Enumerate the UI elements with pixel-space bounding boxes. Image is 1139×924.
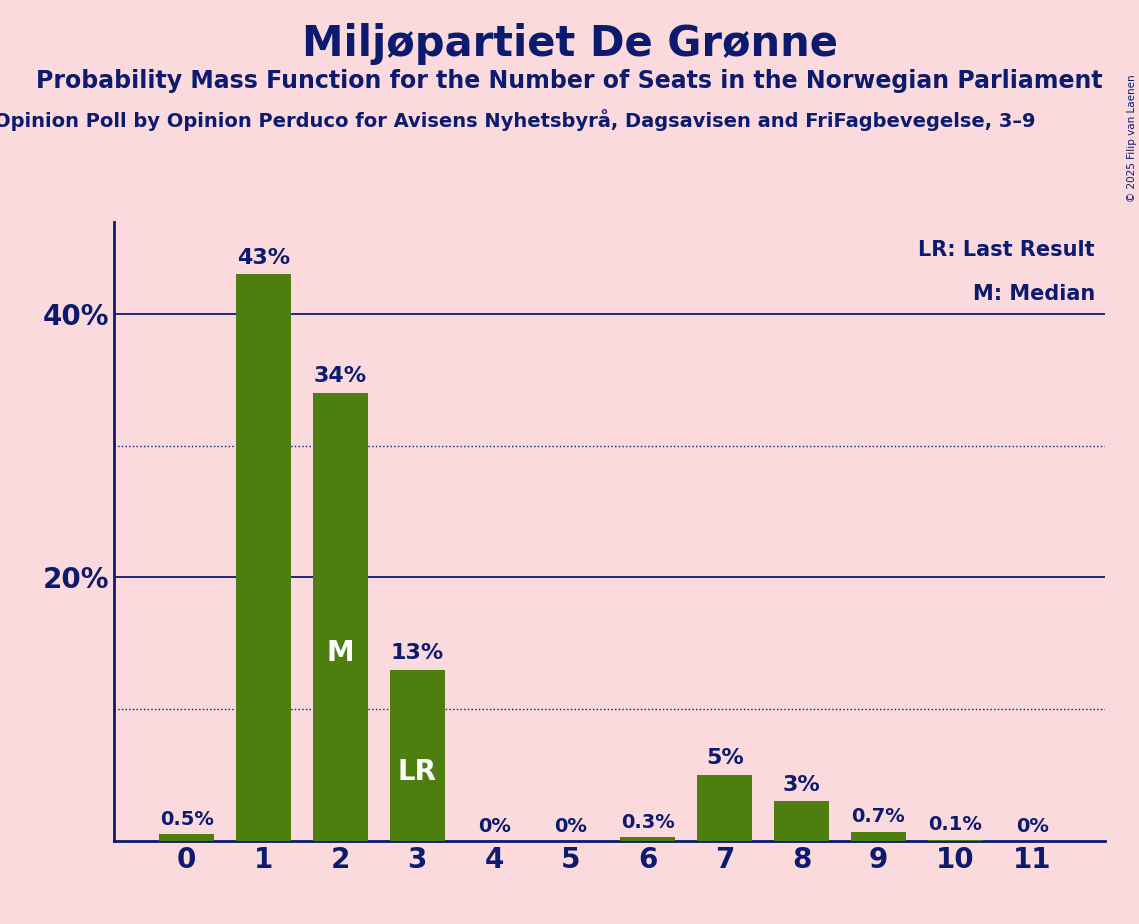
Text: 0.1%: 0.1% <box>928 815 982 834</box>
Text: © 2025 Filip van Laenen: © 2025 Filip van Laenen <box>1126 74 1137 201</box>
Bar <box>390 670 445 841</box>
Bar <box>620 837 675 841</box>
Bar <box>697 775 753 841</box>
Text: 5%: 5% <box>706 748 744 769</box>
Text: M: Median: M: Median <box>973 284 1095 304</box>
Text: LR: LR <box>398 759 436 786</box>
Bar <box>159 834 214 841</box>
Bar <box>851 832 906 841</box>
Text: 0%: 0% <box>477 817 510 835</box>
Text: 0%: 0% <box>555 817 588 835</box>
Text: LR: Last Result: LR: Last Result <box>918 240 1095 261</box>
Text: 0.3%: 0.3% <box>621 812 674 832</box>
Text: M: M <box>327 638 354 667</box>
Bar <box>313 393 368 841</box>
Bar <box>236 274 292 841</box>
Text: 13%: 13% <box>391 643 444 663</box>
Text: Probability Mass Function for the Number of Seats in the Norwegian Parliament: Probability Mass Function for the Number… <box>36 69 1103 93</box>
Text: 43%: 43% <box>237 248 290 268</box>
Text: 34%: 34% <box>313 367 367 386</box>
Bar <box>773 801 829 841</box>
Text: 0.7%: 0.7% <box>852 808 906 826</box>
Text: 0%: 0% <box>1016 817 1049 835</box>
Bar <box>927 840 983 841</box>
Text: Miljøpartiet De Grønne: Miljøpartiet De Grønne <box>302 23 837 65</box>
Text: 3%: 3% <box>782 774 820 795</box>
Text: 0.5%: 0.5% <box>159 810 213 829</box>
Text: Opinion Poll by Opinion Perduco for Avisens Nyhetsbyrå, Dagsavisen and FriFagbev: Opinion Poll by Opinion Perduco for Avis… <box>0 109 1035 131</box>
